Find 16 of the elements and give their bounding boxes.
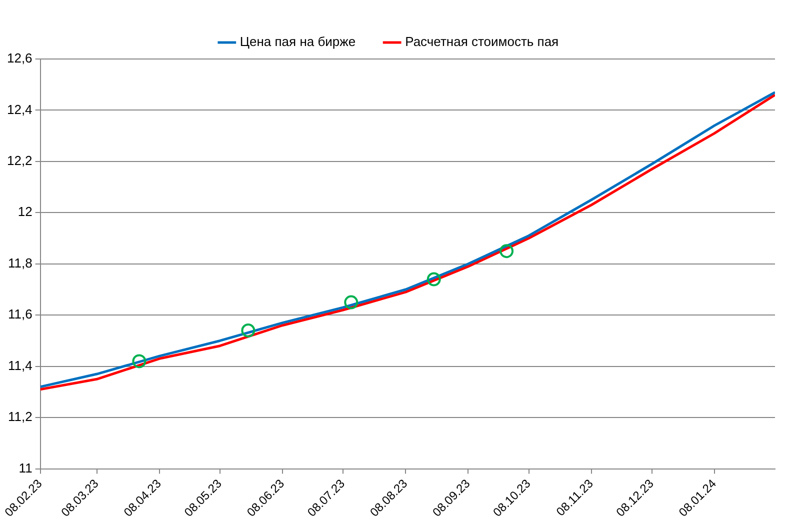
y-tick-label: 11,8 bbox=[8, 255, 32, 270]
y-tick-label: 11,4 bbox=[8, 358, 32, 373]
y-tick-label: 12,6 bbox=[6, 50, 32, 66]
legend-label: Расчетная стоимость пая bbox=[405, 34, 559, 50]
point bbox=[132, 354, 146, 368]
y-tick-label: 11,2 bbox=[8, 409, 32, 424]
point bbox=[500, 244, 514, 258]
y-tick-label: 12 bbox=[18, 204, 32, 220]
legend-label: Цена пая на бирже bbox=[240, 34, 356, 50]
y-tick-label: 12,2 bbox=[6, 153, 32, 168]
y-tick-label: 12,4 bbox=[6, 102, 32, 117]
point bbox=[344, 295, 358, 310]
y-tick-label: 11 bbox=[18, 460, 32, 476]
point bbox=[426, 272, 441, 286]
y-tick-label: 11,6 bbox=[8, 306, 32, 322]
point bbox=[241, 323, 256, 338]
